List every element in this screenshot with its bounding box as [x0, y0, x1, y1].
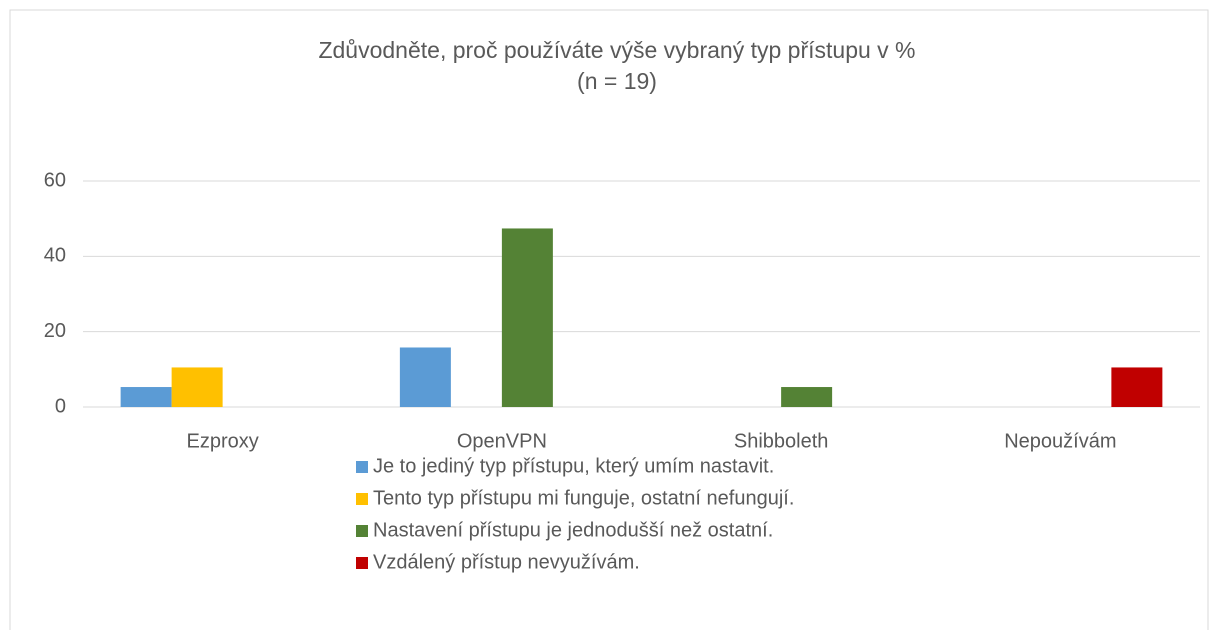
chart-frame	[9, 9, 1209, 630]
legend-label: Nastavení přístupu je jednodušší než ost…	[373, 519, 773, 541]
y-tick-label: 20	[44, 320, 66, 342]
bar	[781, 387, 833, 407]
legend-label: Tento typ přístupu mi funguje, ostatní n…	[373, 487, 794, 509]
chart-title: Zdůvodněte, proč používáte výše vybraný …	[318, 37, 915, 63]
legend-label: Je to jediný typ přístupu, který umím na…	[373, 455, 774, 477]
y-tick-label: 40	[44, 245, 66, 267]
x-tick-label: Ezproxy	[187, 430, 259, 452]
legend-label: Vzdálený přístup nevyužívám.	[373, 551, 640, 573]
legend-swatch	[356, 493, 368, 505]
bar	[171, 367, 223, 407]
y-tick-label: 60	[44, 169, 66, 191]
bar	[399, 347, 451, 407]
legend-swatch	[356, 461, 368, 473]
x-tick-label: Shibboleth	[734, 430, 829, 452]
x-tick-label: OpenVPN	[457, 430, 547, 452]
bar	[120, 387, 172, 407]
legend-swatch	[356, 525, 368, 537]
bar	[1111, 367, 1163, 407]
y-tick-label: 0	[55, 395, 66, 417]
legend-swatch	[356, 557, 368, 569]
chart-subtitle: (n = 19)	[577, 68, 657, 94]
bar	[501, 228, 553, 407]
x-tick-label: Nepoužívám	[1004, 430, 1116, 452]
